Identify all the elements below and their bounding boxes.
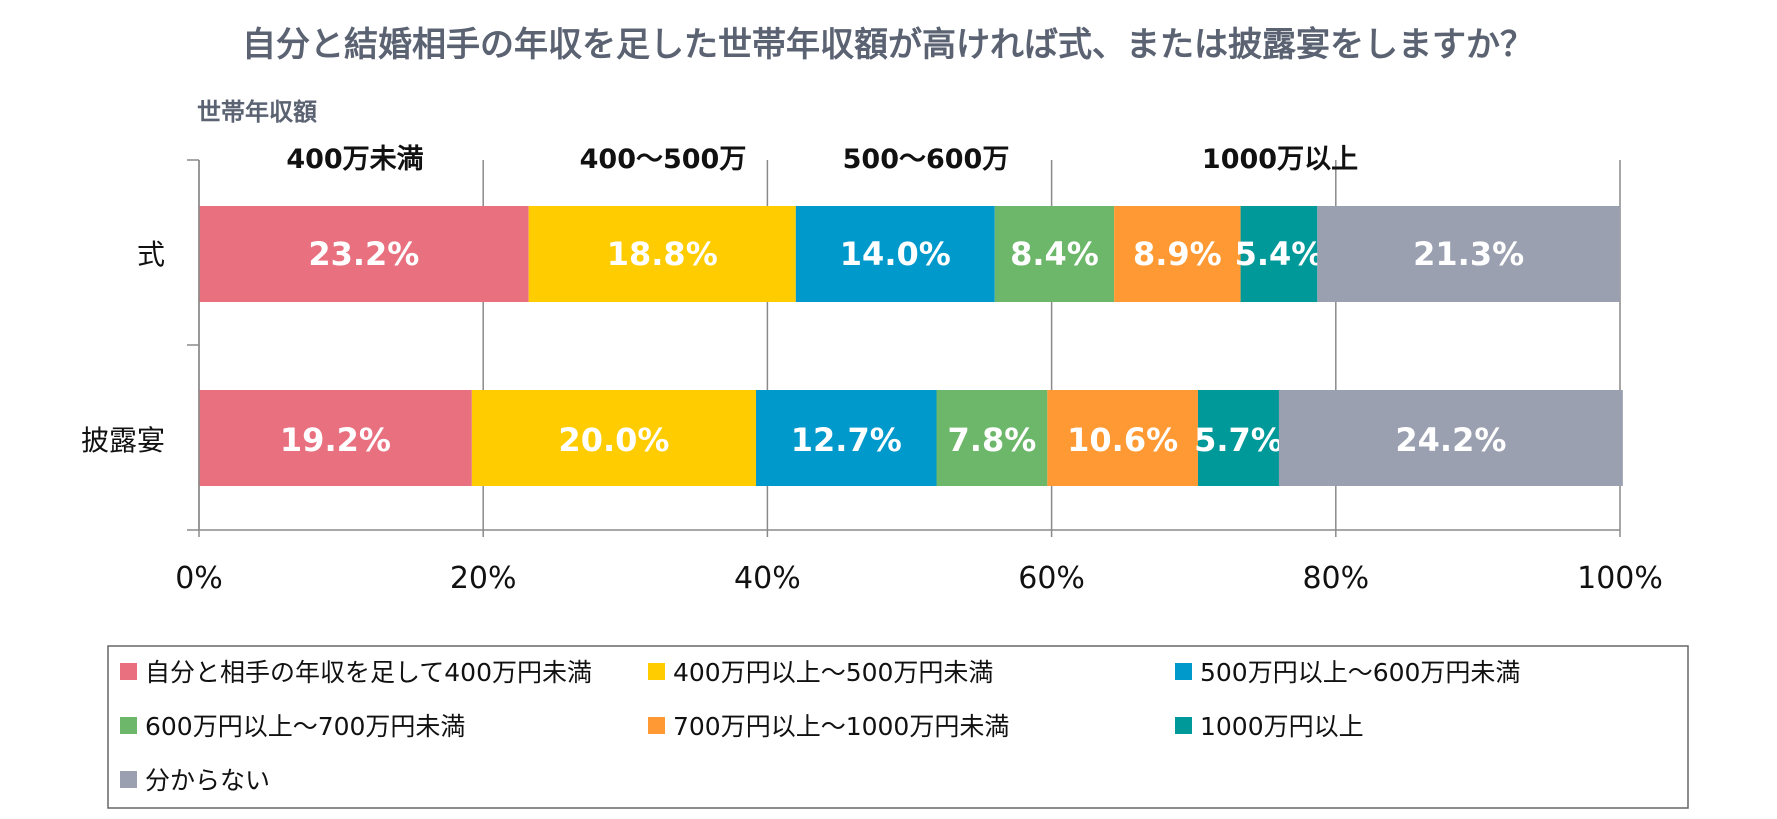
data-label-1-2: 12.7%	[791, 421, 902, 459]
legend-label-0: 自分と相手の年収を足して400万円未満	[145, 658, 592, 687]
data-label-0-1: 18.8%	[607, 235, 718, 273]
category-label-1: 披露宴	[81, 424, 165, 457]
data-label-1-3: 7.8%	[948, 421, 1037, 459]
legend-swatch-3	[120, 717, 137, 734]
bar-segment-1-0	[199, 390, 472, 486]
legend-swatch-2	[1175, 663, 1192, 680]
bar-segment-1-2	[756, 390, 937, 486]
legend-swatch-5	[1175, 717, 1192, 734]
bar-segment-0-1	[528, 206, 796, 302]
bar-layer: 23.2% 18.8% 14.0% 8.4% 8.9% 5.4% 21.3% 19.2% 20.…	[199, 206, 1623, 486]
legend-label-2: 500万円以上～600万円未満	[1200, 658, 1520, 687]
bar-segment-0-0	[199, 206, 529, 302]
group-header-0: 400万未満	[286, 144, 423, 175]
legend-swatch-6	[120, 771, 137, 788]
legend-label-4: 700万円以上～1000万円未満	[673, 712, 1009, 741]
group-header-3: 1000万以上	[1202, 144, 1358, 175]
data-label-0-3: 8.4%	[1010, 235, 1099, 273]
bar-segment-0-3	[994, 206, 1115, 302]
x-tick-label-1: 20%	[450, 561, 517, 596]
bar-segment-0-2	[795, 206, 995, 302]
x-tick-label-3: 60%	[1018, 561, 1085, 596]
group-header-layer: 400万未満 400～500万 500～600万 1000万以上	[286, 144, 1358, 175]
x-tick-label-2: 40%	[734, 561, 801, 596]
data-label-0-6: 21.3%	[1413, 235, 1524, 273]
group-header-1: 400～500万	[580, 144, 747, 175]
legend-swatch-0	[120, 663, 137, 680]
x-tick-label-0: 0%	[175, 561, 223, 596]
legend-label-5: 1000万円以上	[1200, 712, 1364, 741]
category-label-0: 式	[137, 238, 165, 271]
bar-segment-1-3	[936, 390, 1048, 486]
data-label-1-6: 24.2%	[1395, 421, 1506, 459]
legend-frame	[107, 645, 1689, 809]
data-label-1-4: 10.6%	[1067, 421, 1178, 459]
bar-segment-0-5	[1240, 206, 1318, 302]
legend-label-3: 600万円以上～700万円未満	[145, 712, 465, 741]
chart-subtitle: 世帯年収額	[197, 98, 317, 126]
bar-segment-1-5	[1197, 390, 1279, 486]
data-label-0-4: 8.9%	[1133, 235, 1222, 273]
legend: 自分と相手の年収を足して400万円未満 400万円以上～500万円未満 500万円以…	[107, 645, 1689, 809]
bar-segment-0-6	[1317, 206, 1620, 302]
data-label-1-0: 19.2%	[280, 421, 391, 459]
chart-title: 自分と結婚相手の年収を足した世帯年収額が高ければ式、または披露宴をしますか？	[242, 25, 1534, 65]
data-label-0-2: 14.0%	[840, 235, 951, 273]
bar-segment-1-4	[1047, 390, 1198, 486]
legend-label-1: 400万円以上～500万円未満	[673, 658, 993, 687]
legend-swatch-4	[648, 717, 665, 734]
bar-segment-1-1	[471, 390, 757, 486]
data-label-1-1: 20.0%	[558, 421, 669, 459]
group-header-2: 500～600万	[843, 144, 1010, 175]
legend-swatch-1	[648, 663, 665, 680]
legend-label-6: 分からない	[145, 766, 270, 795]
data-label-0-5: 5.4%	[1235, 235, 1324, 273]
x-tick-label-4: 80%	[1302, 561, 1369, 596]
bar-segment-1-6	[1278, 390, 1623, 486]
x-tick-label-5: 100%	[1577, 561, 1663, 596]
bar-segment-0-4	[1114, 206, 1241, 302]
data-label-0-0: 23.2%	[308, 235, 419, 273]
data-label-1-5: 5.7%	[1194, 421, 1283, 459]
